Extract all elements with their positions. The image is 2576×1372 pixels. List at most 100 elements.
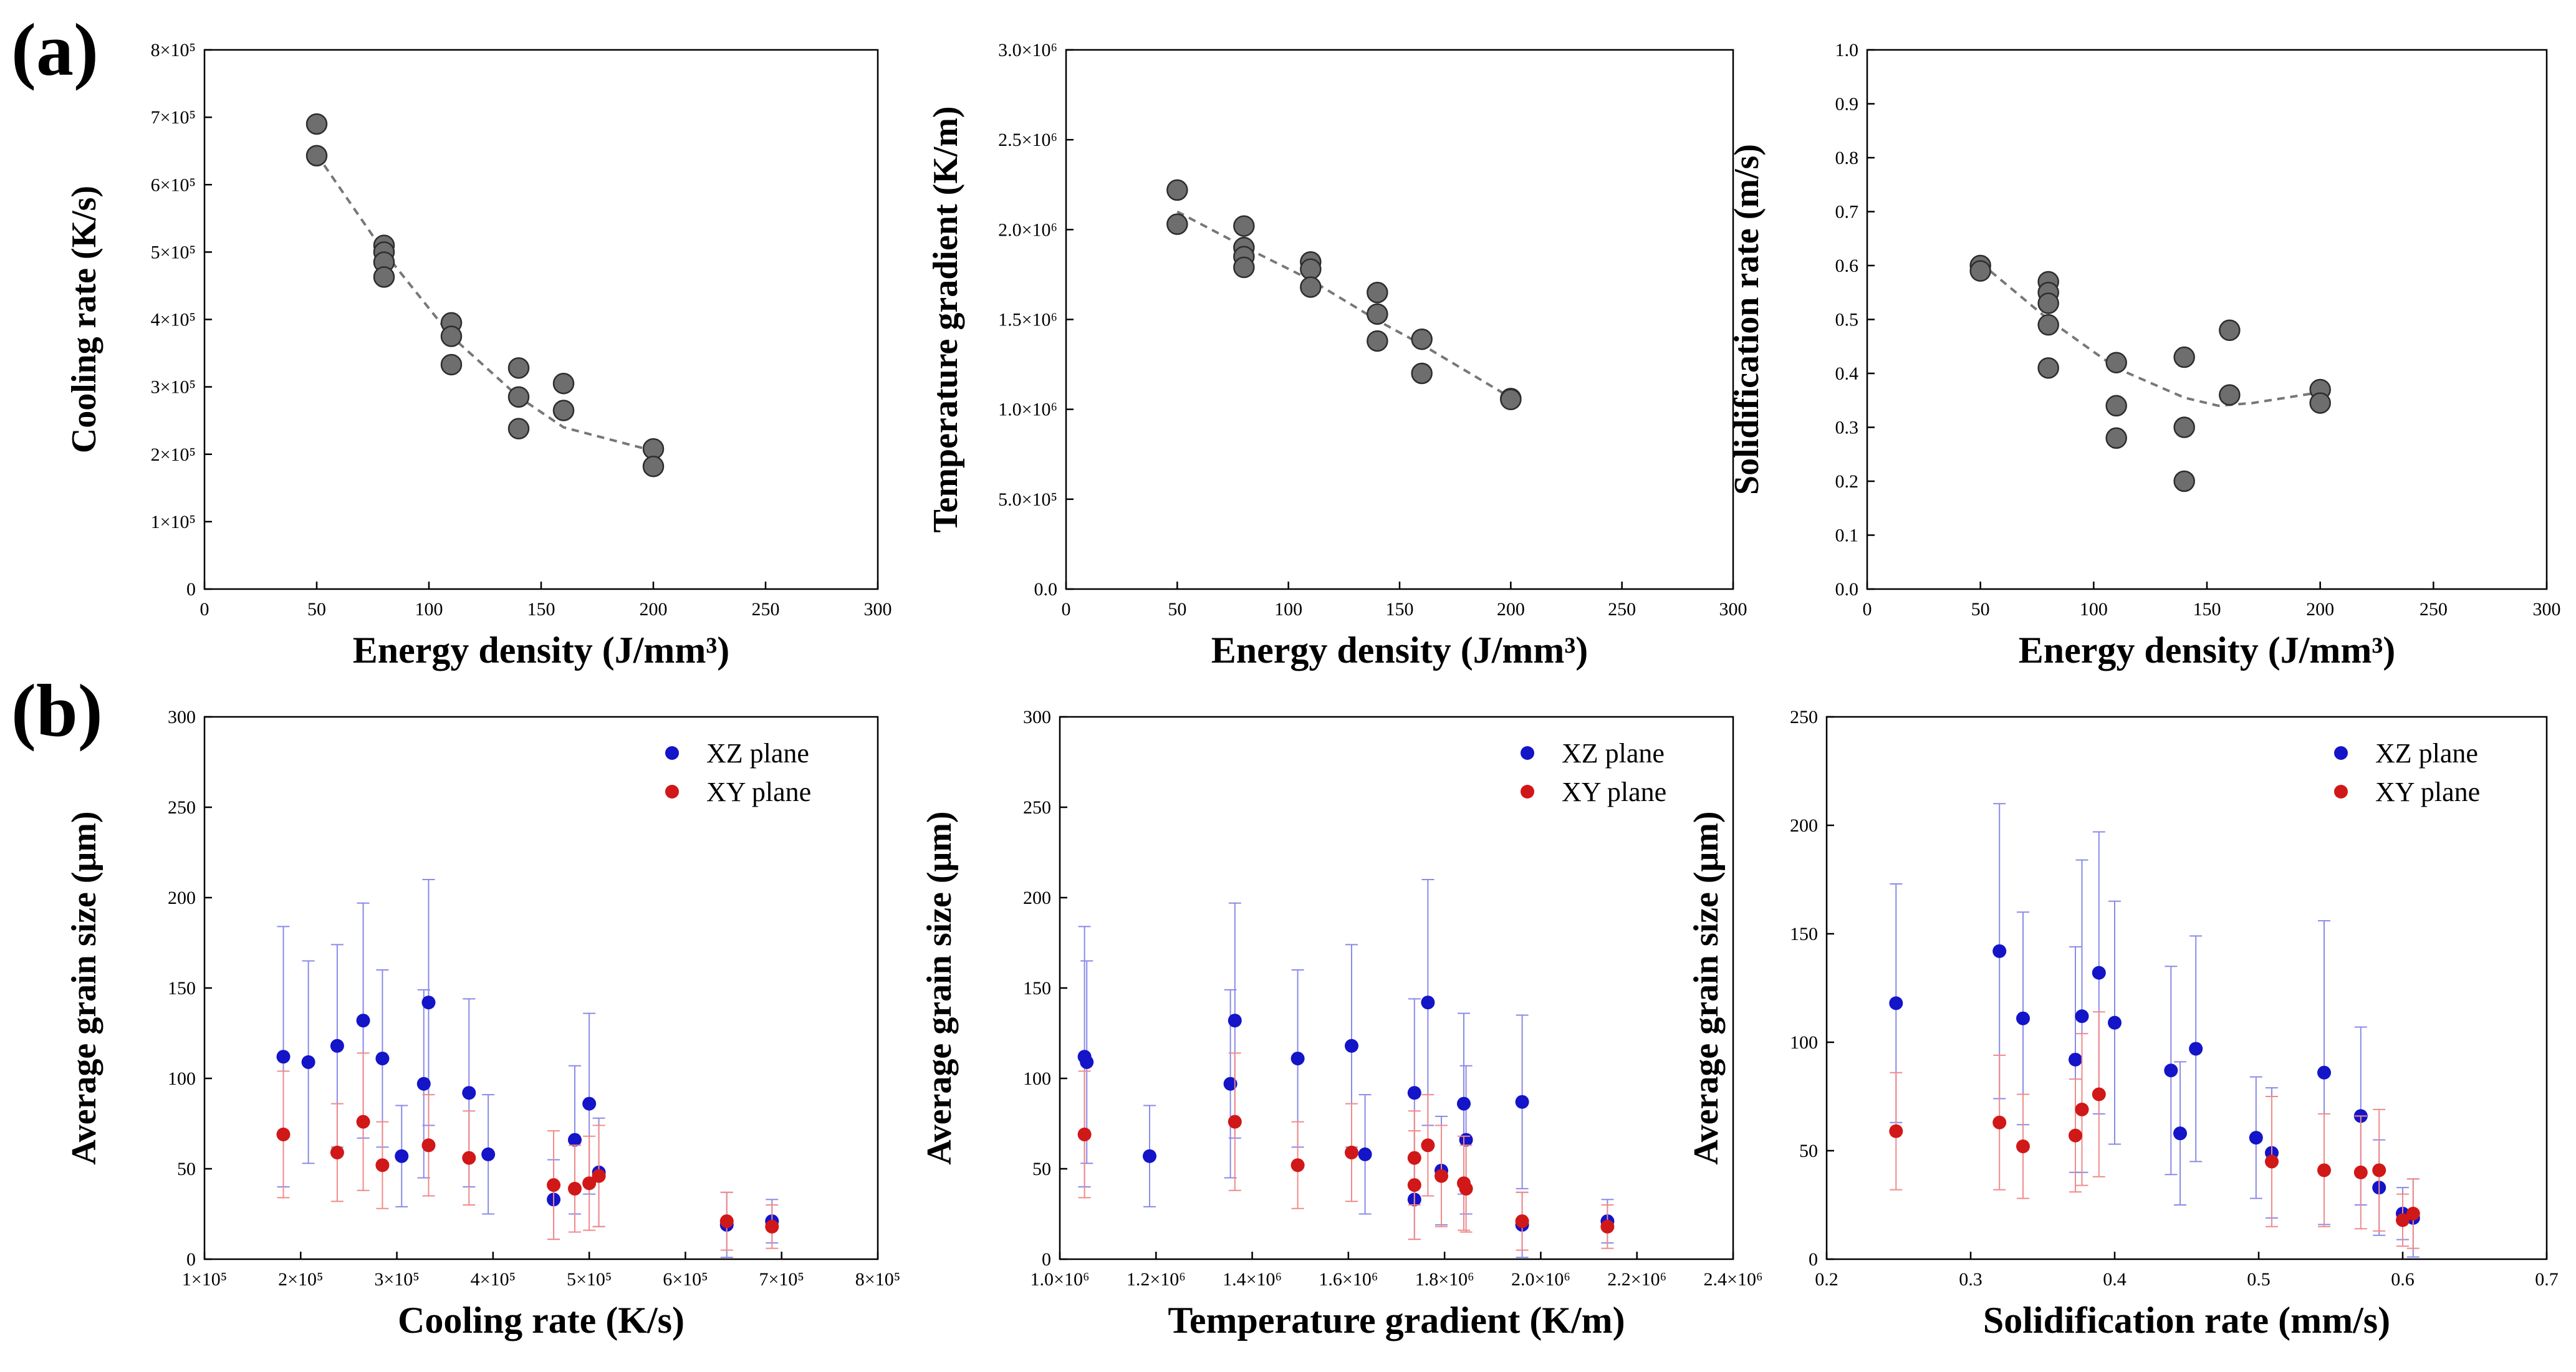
chart6-x-tick-label: 0.6	[2391, 1269, 2415, 1290]
chart6-x-tick-label: 0.2	[1815, 1269, 1838, 1290]
chart5-data-point-xy	[1459, 1181, 1473, 1196]
chart6-data-point-xz	[2317, 1065, 2331, 1080]
chart3-y-tick-label: 0.2	[1835, 471, 1859, 492]
chart6-x-axis-label: Solidification rate (mm/s)	[1983, 1300, 2390, 1341]
chart6-data-point-xy	[2069, 1128, 2082, 1143]
chart6-data-point-xz	[2249, 1131, 2263, 1145]
chart1-y-tick-label: 2×10⁵	[151, 444, 196, 465]
chart5-x-tick-label: 2.4×10⁶	[1704, 1269, 1763, 1290]
chart5-data-point-xz	[1421, 995, 1435, 1010]
chart4-data-point-xz	[421, 995, 436, 1010]
chart6-legend-marker	[2334, 785, 2348, 799]
chart4-legend-marker	[665, 746, 679, 760]
chart4-legend-label: XY plane	[706, 777, 811, 807]
chart5-x-tick-label: 2.2×10⁶	[1607, 1269, 1666, 1290]
chart4-y-tick-label: 300	[168, 707, 196, 727]
chart1-data-point	[507, 386, 530, 408]
chart3-data-point	[2037, 357, 2059, 379]
chart4-x-tick-label: 6×10⁵	[663, 1269, 708, 1290]
chart3-plot-frame	[1866, 49, 2548, 590]
chart2-x-tick-label: 250	[1608, 599, 1636, 620]
chart4-x-tick-label: 3×10⁵	[374, 1269, 419, 1290]
chart1-y-tick-label: 8×10⁵	[151, 40, 196, 60]
chart6-y-tick-label: 200	[1790, 815, 1818, 836]
chart4-legend-marker	[665, 785, 679, 799]
chart3-y-tick-label: 0.7	[1835, 202, 1859, 223]
chart4-y-tick-label: 150	[168, 978, 196, 999]
chart5-y-tick-label: 50	[1032, 1159, 1051, 1179]
chart4-data-point-xz	[395, 1149, 409, 1163]
chart2-x-tick-label: 100	[1274, 599, 1302, 620]
chart5-data-point-xy	[1077, 1127, 1092, 1141]
chart3-data-point	[2219, 319, 2241, 342]
chart6-data-point-xz	[2092, 966, 2106, 980]
chart3-y-tick-label: 0.5	[1835, 310, 1859, 330]
panel-label-b: (b)	[11, 669, 103, 752]
chart2-data-point	[1233, 215, 1255, 237]
chart3-y-tick-label: 0.0	[1835, 579, 1859, 600]
chart4-data-point-xz	[356, 1014, 370, 1028]
chart2-y-tick-label: 1.0×10⁶	[998, 400, 1057, 420]
chart4-data-point-xz	[462, 1086, 476, 1100]
chart4-x-axis-label: Cooling rate (K/s)	[398, 1300, 685, 1341]
chart2-data-point	[1411, 328, 1433, 350]
chart5-data-point-xy	[1228, 1115, 1242, 1129]
chart6-legend-label: XY plane	[2375, 777, 2480, 807]
chart4-data-point-xz	[330, 1039, 344, 1053]
chart5-data-point-xz	[1143, 1149, 1156, 1163]
chart5-data-point-xy	[1290, 1158, 1305, 1173]
chart3-data-point	[2105, 352, 2127, 373]
chart2-data-point	[1367, 303, 1388, 325]
chart6-data-point-xy	[1889, 1124, 1903, 1138]
chart1-x-tick-label: 200	[640, 599, 668, 620]
chart3-x-tick-label: 300	[2533, 599, 2561, 620]
chart1-x-tick-label: 50	[307, 599, 326, 620]
chart3-y-tick-label: 0.1	[1835, 525, 1859, 546]
chart3-data-point	[2105, 427, 2127, 449]
chart4-data-point-xz	[582, 1096, 597, 1111]
chart3-y-tick-label: 0.8	[1835, 148, 1859, 168]
chart1-x-tick-label: 250	[752, 599, 780, 620]
chart3-data-point	[2309, 392, 2331, 414]
chart1-x-tick-label: 300	[864, 599, 892, 620]
chart6-y-tick-label: 50	[1799, 1141, 1818, 1161]
chart4-x-tick-label: 5×10⁵	[567, 1269, 612, 1290]
chart3-data-point	[2037, 314, 2059, 336]
chart6-data-point-xz	[2069, 1052, 2082, 1067]
chart6-data-point-xy	[1992, 1115, 2007, 1130]
chart3-data-point	[2105, 395, 2127, 417]
chart2-plot-frame	[1065, 49, 1734, 590]
chart2-y-axis-label: Temperature gradient (K/m)	[926, 106, 965, 532]
chart1-data-point	[507, 357, 530, 379]
chart6-data-point-xz	[2164, 1063, 2178, 1078]
chart5-data-point-xz	[1515, 1095, 1529, 1109]
chart5-data-point-xz	[1457, 1096, 1471, 1111]
chart1-data-point	[373, 266, 395, 288]
chart6-plot-frame	[1825, 716, 2548, 1260]
chart3-x-tick-label: 250	[2420, 599, 2448, 620]
chart2-data-point	[1300, 276, 1322, 298]
chart1-data-point	[507, 418, 530, 439]
chart1-fit-curve	[315, 153, 654, 453]
chart2-x-tick-label: 200	[1497, 599, 1525, 620]
chart3-x-tick-label: 0	[1863, 599, 1872, 620]
chart3-x-tick-label: 200	[2306, 599, 2334, 620]
chart5-data-point-xy	[1435, 1169, 1448, 1183]
chart5-y-tick-label: 250	[1023, 797, 1051, 818]
chart6-legend-label: XZ plane	[2375, 738, 2478, 769]
chart5-x-tick-label: 1.4×10⁶	[1223, 1269, 1282, 1290]
chart3-data-point	[2219, 384, 2241, 406]
chart6-data-point-xy	[2396, 1213, 2410, 1227]
chart5-y-tick-label: 150	[1023, 978, 1051, 999]
chart1-y-tick-label: 4×10⁵	[151, 310, 196, 330]
chart6-x-tick-label: 0.3	[1959, 1269, 1982, 1290]
chart5-x-tick-label: 1.0×10⁶	[1031, 1269, 1090, 1290]
chart3-data-point	[2173, 470, 2195, 492]
chart4-y-tick-label: 100	[168, 1068, 196, 1089]
chart3-data-point	[2173, 416, 2195, 438]
chart3-x-tick-label: 50	[1971, 599, 1990, 620]
chart4-data-point-xy	[375, 1158, 390, 1173]
chart1-data-point	[440, 325, 463, 347]
